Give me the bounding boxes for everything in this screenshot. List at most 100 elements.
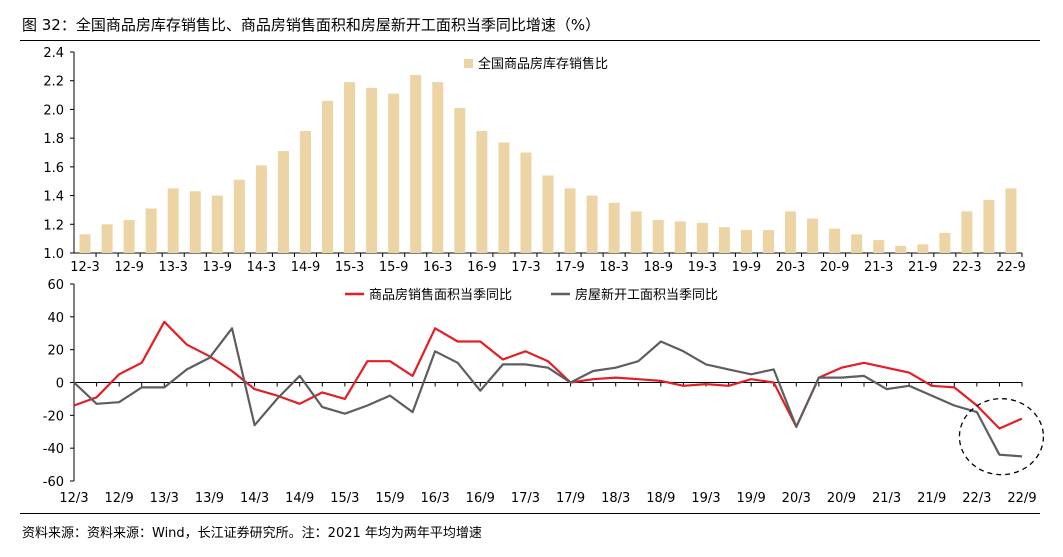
top-x-tick-label: 21-9 <box>908 260 938 275</box>
dashed-circle-annotation <box>958 398 1045 476</box>
bar-13-12 <box>233 179 245 253</box>
bottom-x-tick-label: 13/9 <box>195 491 224 506</box>
bar-18-9 <box>652 219 664 253</box>
title-rule <box>20 40 1040 41</box>
bar-21-3 <box>873 240 885 253</box>
bar-16-12 <box>498 142 510 253</box>
sales-area-yoy-line <box>73 320 1023 430</box>
bar-13-6 <box>189 191 201 253</box>
bar-12-12 <box>145 208 157 253</box>
top-x-tick-label: 12-9 <box>114 260 144 275</box>
top-y-tick-label: 2.0 <box>43 103 64 118</box>
top-x-tick-label: 18-9 <box>643 260 673 275</box>
bottom-x-tick-label: 17/9 <box>556 491 585 506</box>
bar-19-9 <box>740 230 752 253</box>
bar-19-6 <box>718 227 730 253</box>
bar-20-9 <box>829 228 841 253</box>
bottom-x-tick-label: 18/9 <box>646 491 675 506</box>
top-x-tick-label: 13-9 <box>203 260 233 275</box>
bottom-y-tick-label: -60 <box>43 475 64 490</box>
bottom-x-tick-label: 13/3 <box>150 491 179 506</box>
bottom-x-tick-label: 22/3 <box>962 491 991 506</box>
bottom-x-tick-label: 21/3 <box>872 491 901 506</box>
top-x-tick-label: 20-3 <box>776 260 806 275</box>
bottom-x-tick-label: 22/9 <box>1007 491 1036 506</box>
bottom-line-chart: -60 -40 -20 0 20 40 60 12/3 12/9 13/3 13/9 14/3 14/9… <box>43 278 1045 506</box>
bottom-x-tick-label: 14/9 <box>285 491 314 506</box>
top-y-tick-label: 2.4 <box>43 46 64 61</box>
bottom-x-tick-label: 18/3 <box>601 491 630 506</box>
bottom-x-tick-label: 20/9 <box>827 491 856 506</box>
bar-21-6 <box>895 245 907 253</box>
chart-title: 图 32：全国商品房库存销售比、商品房销售面积和房屋新开工面积当季同比增速（%） <box>22 16 601 34</box>
bottom-x-tick-label: 20/3 <box>782 491 811 506</box>
bar-15-3 <box>344 82 356 254</box>
bar-14-6 <box>277 151 289 253</box>
top-x-tick-label: 12-3 <box>70 260 100 275</box>
bottom-x-tick-label: 12/9 <box>105 491 134 506</box>
bar-18-3 <box>608 202 620 253</box>
bar-12-6 <box>101 224 113 253</box>
bottom-x-tick-label: 19/3 <box>691 491 720 506</box>
bar-17-3 <box>520 152 532 253</box>
bar-13-9 <box>211 195 223 253</box>
bar-19-3 <box>696 222 708 253</box>
bottom-y-tick-label: 0 <box>56 377 64 392</box>
bottom-y-tick-label: 20 <box>47 344 64 359</box>
top-y-tick-label: 1.2 <box>43 218 64 233</box>
bar-16-6 <box>454 107 466 253</box>
bottom-y-tick-label: 60 <box>47 278 64 293</box>
top-x-tick-label: 19-9 <box>732 260 762 275</box>
legend-swatch-inventory-ratio <box>464 59 473 68</box>
bottom-x-tick-label: 14/3 <box>240 491 269 506</box>
top-x-tick-label: 19-3 <box>688 260 718 275</box>
top-x-tick-label: 21-3 <box>864 260 894 275</box>
legend-label-starts: 房屋新开工面积当季同比 <box>575 287 718 303</box>
top-x-tick-label: 14-3 <box>247 260 277 275</box>
top-y-tick-label: 1.0 <box>43 247 64 262</box>
bar-16-9 <box>476 130 488 253</box>
top-bar-chart: 1.0 1.2 1.4 1.6 1.8 2.0 2.2 2.4 12-3 12-9 13-3 13-9… <box>43 46 1025 275</box>
top-x-tick-label: 17-3 <box>511 260 541 275</box>
bar-21-9 <box>917 244 929 253</box>
bottom-y-tick-label: -40 <box>43 442 64 457</box>
bar-15-9 <box>388 93 400 253</box>
top-x-tick-label: 15-3 <box>335 260 365 275</box>
legend-label-inventory-ratio: 全国商品房库存销售比 <box>478 56 608 72</box>
bar-12-9 <box>123 219 135 253</box>
top-x-tick-label: 13-3 <box>158 260 188 275</box>
bottom-x-tick-label: 21/9 <box>917 491 946 506</box>
new-starts-yoy-line <box>73 327 1023 458</box>
bottom-x-tick-label: 16/3 <box>421 491 450 506</box>
legend-label-sales: 商品房销售面积当季同比 <box>369 287 512 303</box>
bottom-x-tick-label: 15/9 <box>375 491 404 506</box>
bottom-x-tick-label: 19/9 <box>737 491 766 506</box>
bar-22-9 <box>1005 188 1017 253</box>
bar-21-12 <box>939 232 951 253</box>
bar-18-6 <box>630 211 642 253</box>
bar-17-9 <box>564 188 576 253</box>
bar-15-12 <box>410 74 422 253</box>
bar-16-3 <box>432 82 444 254</box>
bottom-y-tick-label: -20 <box>43 409 64 424</box>
top-x-tick-label: 17-9 <box>555 260 585 275</box>
top-x-tick-label: 14-9 <box>291 260 321 275</box>
bar-20-3 <box>785 211 797 253</box>
bottom-y-tick-label: 40 <box>47 311 64 326</box>
bar-17-12 <box>586 195 598 253</box>
bar-20-6 <box>807 218 819 253</box>
bottom-x-tick-label: 12/3 <box>59 491 88 506</box>
bar-20-12 <box>851 234 863 253</box>
bar-14-3 <box>255 165 267 253</box>
top-y-tick-label: 1.6 <box>43 161 64 176</box>
bar-17-6 <box>542 175 554 253</box>
top-x-tick-label: 16-9 <box>467 260 497 275</box>
bar-22-6 <box>983 199 995 253</box>
bar-19-12 <box>762 230 774 253</box>
bar-14-9 <box>299 130 311 253</box>
bar-18-12 <box>674 221 686 253</box>
top-y-tick-label: 2.2 <box>43 75 64 90</box>
top-x-tick-label: 20-9 <box>820 260 850 275</box>
top-x-tick-label: 22-3 <box>952 260 982 275</box>
